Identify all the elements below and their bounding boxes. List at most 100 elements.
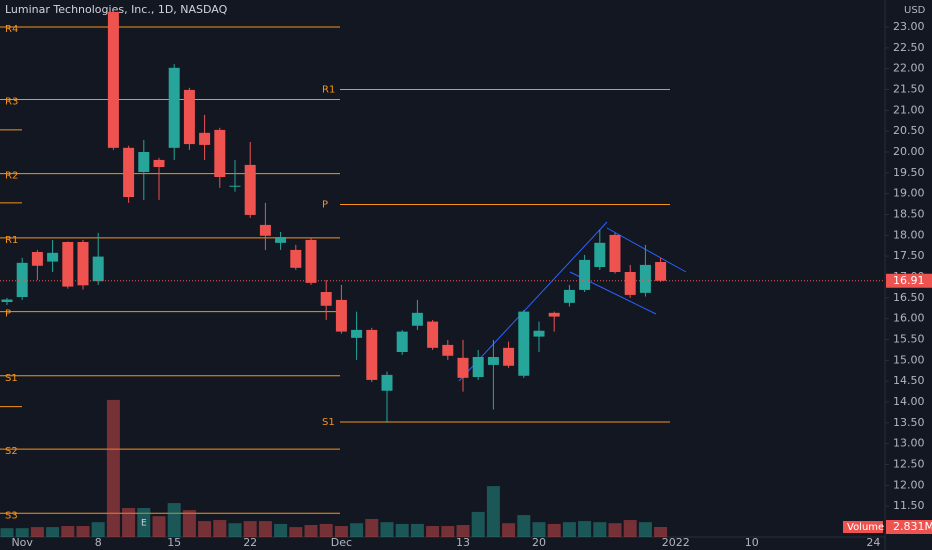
candle-body — [609, 234, 621, 272]
candle-body — [579, 259, 591, 290]
candle-body — [1, 299, 13, 302]
y-tick-label: 16.50 — [893, 291, 925, 304]
candle-body — [138, 152, 150, 172]
candle-body — [518, 311, 530, 376]
y-tick-label: 15.00 — [893, 353, 925, 366]
candle-body — [472, 357, 484, 377]
volume-bar — [228, 523, 242, 537]
volume-bar — [304, 524, 318, 537]
y-tick-label: 19.00 — [893, 187, 925, 200]
chart-title: Luminar Technologies, Inc., 1D, NASDAQ — [5, 3, 228, 16]
pivot-label: R3 — [5, 97, 18, 108]
volume-bar — [532, 522, 546, 537]
volume-bar — [46, 527, 60, 537]
volume-bar — [167, 503, 181, 537]
candle-body — [639, 264, 651, 293]
candle-body — [427, 321, 439, 348]
volume-bar — [243, 521, 257, 537]
candle-body — [259, 224, 271, 236]
volume-bar — [638, 522, 652, 537]
pivot-label: P — [322, 200, 328, 211]
candle-body — [107, 12, 119, 148]
volume-bar — [76, 526, 90, 537]
volume-bar — [578, 521, 592, 537]
volume-bar — [15, 528, 29, 537]
volume-bar — [486, 486, 500, 537]
candle-body — [351, 329, 363, 338]
candle-body — [244, 164, 256, 215]
volume-bar — [623, 520, 637, 537]
y-tick-label: 21.00 — [893, 103, 925, 116]
y-tick-label: 12.50 — [893, 458, 925, 471]
last-price-label: 16.91 — [893, 274, 925, 287]
y-tick-label: 18.00 — [893, 228, 925, 241]
volume-bar — [547, 523, 561, 537]
x-tick-label: 13 — [456, 536, 470, 549]
x-tick-label: Nov — [11, 536, 33, 549]
candle-body — [31, 252, 43, 266]
candle-body — [442, 344, 454, 356]
y-tick-label: 17.50 — [893, 249, 925, 262]
candle-body — [153, 159, 165, 167]
y-tick-label: 14.50 — [893, 374, 925, 387]
volume-bar — [502, 523, 516, 537]
volume-bar — [456, 524, 470, 537]
y-tick-label: 22.50 — [893, 41, 925, 54]
volume-bar — [654, 526, 668, 537]
volume-bar — [152, 516, 166, 537]
candle-body — [47, 252, 59, 262]
candle-body — [563, 289, 575, 303]
candle-body — [77, 242, 89, 286]
candle-body — [290, 249, 302, 268]
candle-body — [655, 262, 667, 281]
candle-body — [168, 67, 180, 148]
y-tick-label: 13.00 — [893, 437, 925, 450]
volume-bar — [0, 528, 14, 537]
pivot-label: P — [5, 309, 11, 320]
x-tick-label: 8 — [95, 536, 102, 549]
volume-bar — [593, 522, 607, 537]
volume-bar — [350, 523, 364, 537]
candle-body — [381, 374, 393, 391]
volume-bar — [426, 526, 440, 537]
x-tick-label: Dec — [331, 536, 352, 549]
volume-name: Volume — [847, 522, 884, 533]
y-tick-label: 20.50 — [893, 124, 925, 137]
x-tick-label: 10 — [745, 536, 759, 549]
currency: USD — [904, 5, 926, 16]
y-tick-label: 14.00 — [893, 395, 925, 408]
volume-bar — [182, 510, 196, 537]
volume-bar — [319, 523, 333, 537]
volume-value: 2.831M — [893, 520, 932, 533]
volume-bar — [106, 399, 120, 537]
pivot-label: R1 — [5, 235, 18, 246]
y-tick-label: 18.50 — [893, 208, 925, 221]
volume-bar — [395, 523, 409, 537]
candle-body — [199, 132, 211, 145]
pivot-label: S1 — [5, 373, 18, 384]
y-tick-label: 15.50 — [893, 333, 925, 346]
candle-body — [320, 292, 332, 306]
y-tick-label: 11.50 — [893, 499, 925, 512]
volume-bar — [608, 523, 622, 537]
volume-bar — [441, 526, 455, 537]
last-price-box — [886, 273, 932, 288]
candle-body — [624, 272, 636, 295]
pivot-label: R2 — [5, 171, 18, 182]
volume-bar — [30, 527, 44, 537]
y-tick-label: 22.00 — [893, 62, 925, 75]
volume-bar — [380, 522, 394, 537]
candle-body — [92, 256, 104, 282]
volume-bar — [91, 522, 105, 537]
candle-body — [594, 242, 606, 267]
y-tick-label: 16.00 — [893, 312, 925, 325]
candle-body — [123, 147, 135, 197]
volume-bar — [289, 527, 303, 537]
y-tick-label: 12.00 — [893, 478, 925, 491]
candle-body — [457, 357, 469, 378]
pivot-label: S3 — [5, 510, 18, 521]
candle-body — [548, 312, 560, 317]
volume-bar — [410, 523, 424, 537]
